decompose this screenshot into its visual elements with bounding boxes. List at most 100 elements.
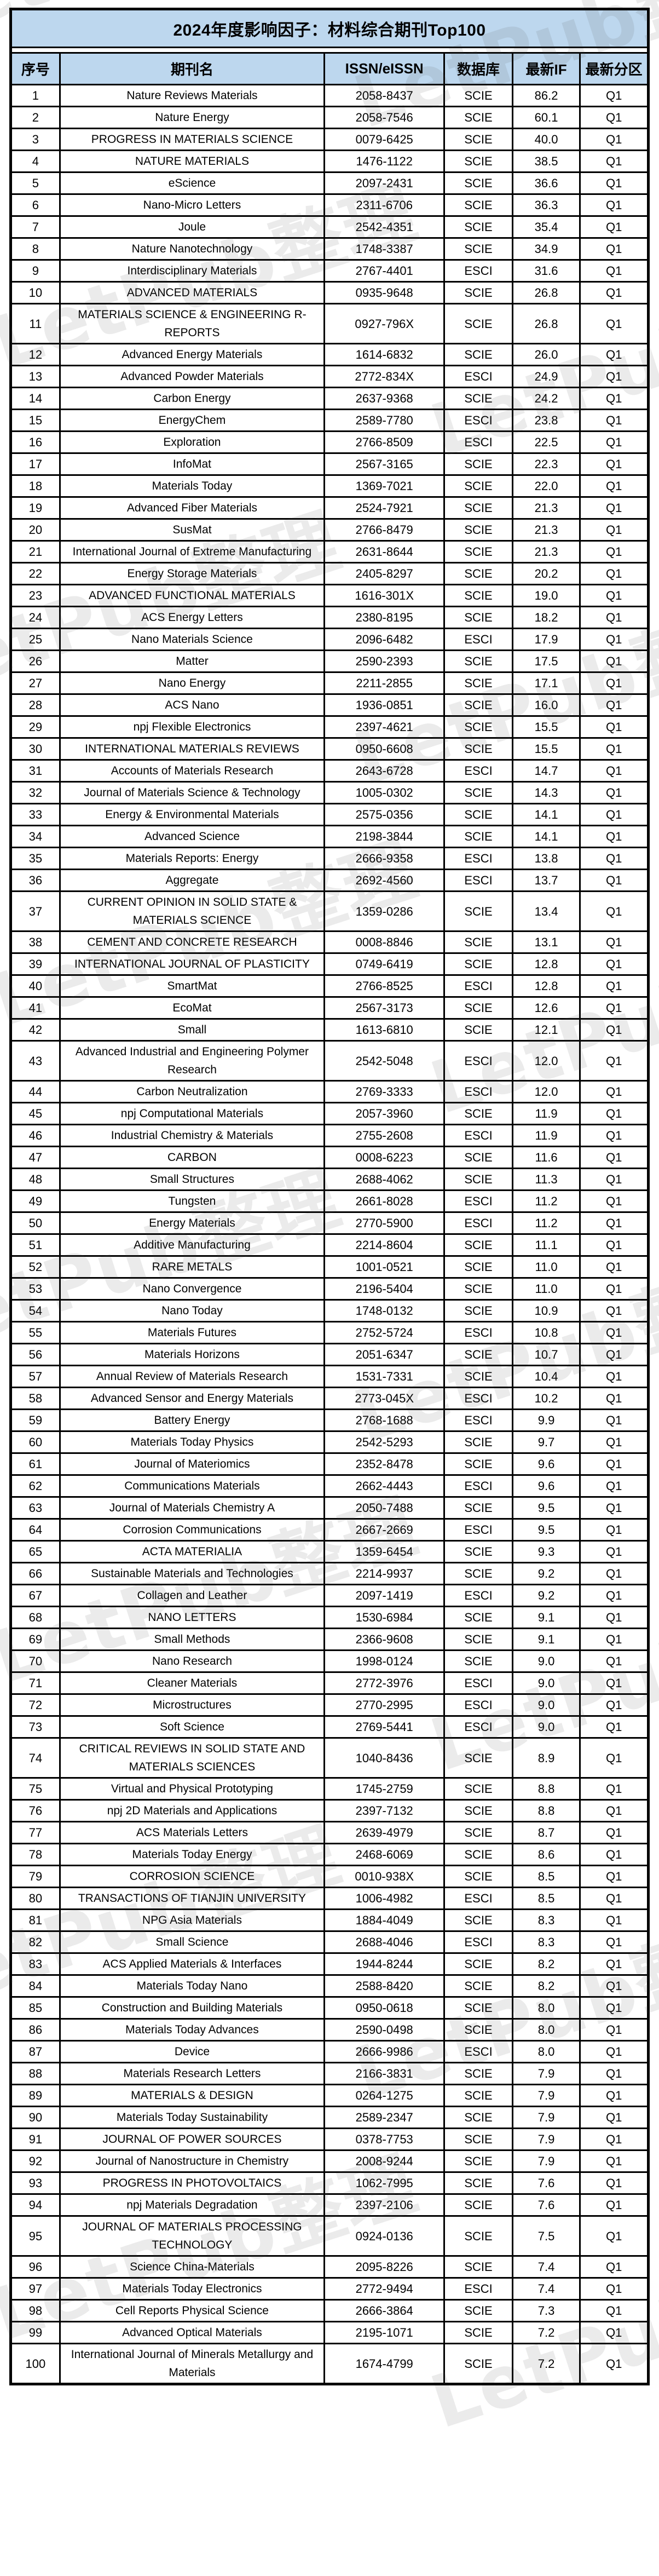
table-row: 19 Advanced Fiber Materials 2524-7921 SCIE 2…: [10, 496, 649, 520]
cell-rank: 32: [10, 781, 61, 804]
cell-rank: 84: [10, 1974, 61, 1998]
cell-quartile: Q1: [579, 606, 649, 629]
cell-journal-name: Aggregate: [59, 869, 326, 892]
cell-journal-name: CARBON: [59, 1146, 326, 1169]
cell-quartile: Q1: [579, 1974, 649, 1998]
cell-issn: 0010-938X: [323, 1865, 446, 1888]
cell-database: SCIE: [443, 693, 513, 717]
table-row: 29 npj Flexible Electronics 2397-4621 SCIE 1…: [10, 715, 649, 739]
cell-journal-name: Industrial Chemistry & Materials: [59, 1124, 326, 1147]
cell-issn: 2366-9608: [323, 1628, 446, 1651]
cell-quartile: Q1: [579, 952, 649, 976]
cell-rank: 95: [10, 2215, 61, 2257]
cell-database: SCIE: [443, 1496, 513, 1520]
table-row: 16 Exploration 2766-8509 ESCI 22.5 Q1: [10, 430, 649, 454]
cell-database: SCIE: [443, 343, 513, 366]
cell-impact-factor: 8.9: [511, 1737, 581, 1779]
cell-rank: 7: [10, 215, 61, 239]
cell-issn: 1062-7995: [323, 2171, 446, 2195]
cell-quartile: Q1: [579, 1496, 649, 1520]
cell-database: ESCI: [443, 759, 513, 783]
cell-rank: 86: [10, 2018, 61, 2042]
cell-journal-name: Construction and Building Materials: [59, 1996, 326, 2020]
table-row: 62 Communications Materials 2662-4443 ESCI 9…: [10, 1474, 649, 1498]
cell-quartile: Q1: [579, 1628, 649, 1651]
cell-quartile: Q1: [579, 1387, 649, 1410]
cell-issn: 1884-4049: [323, 1908, 446, 1932]
cell-journal-name: Nano-Micro Letters: [59, 193, 326, 217]
cell-rank: 98: [10, 2299, 61, 2322]
cell-journal-name: NATURE MATERIALS: [59, 150, 326, 173]
cell-rank: 25: [10, 628, 61, 651]
cell-database: ESCI: [443, 1124, 513, 1147]
cell-rank: 67: [10, 1584, 61, 1607]
cell-rank: 92: [10, 2149, 61, 2173]
cell-impact-factor: 9.9: [511, 1408, 581, 1432]
page-title: 2024年度影响因子：材料综合期刊Top100: [10, 8, 649, 48]
table-row: 49 Tungsten 2661-8028 ESCI 11.2 Q1: [10, 1189, 649, 1213]
table-row: 22 Energy Storage Materials 2405-8297 SCIE 2…: [10, 562, 649, 585]
table-row: 51 Additive Manufacturing 2214-8604 SCIE 11.…: [10, 1233, 649, 1257]
cell-quartile: Q1: [579, 2193, 649, 2217]
cell-database: SCIE: [443, 1952, 513, 1976]
cell-quartile: Q1: [579, 474, 649, 498]
table-row: 89 MATERIALS & DESIGN 0264-1275 SCIE 7.9 Q1: [10, 2084, 649, 2107]
cell-database: SCIE: [443, 171, 513, 195]
cell-journal-name: Tungsten: [59, 1189, 326, 1213]
cell-rank: 14: [10, 387, 61, 410]
cell-journal-name: Device: [59, 2040, 326, 2063]
cell-database: SCIE: [443, 1737, 513, 1779]
cell-database: SCIE: [443, 737, 513, 761]
table-row: 34 Advanced Science 2198-3844 SCIE 14.1 Q1: [10, 825, 649, 848]
cell-quartile: Q1: [579, 2321, 649, 2344]
cell-database: SCIE: [443, 1018, 513, 1042]
cell-quartile: Q1: [579, 649, 649, 673]
cell-quartile: Q1: [579, 1018, 649, 1042]
table-row: 66 Sustainable Materials and Technologies…: [10, 1562, 649, 1585]
cell-quartile: Q1: [579, 1277, 649, 1301]
cell-rank: 27: [10, 671, 61, 695]
cell-quartile: Q1: [579, 1865, 649, 1888]
cell-rank: 41: [10, 996, 61, 1020]
cell-quartile: Q1: [579, 2128, 649, 2151]
cell-journal-name: Materials Today Sustainability: [59, 2106, 326, 2129]
cell-rank: 85: [10, 1996, 61, 2020]
cell-journal-name: ADVANCED FUNCTIONAL MATERIALS: [59, 584, 326, 607]
cell-issn: 1674-4799: [323, 2343, 446, 2385]
title-row: 2024年度影响因子：材料综合期刊Top100: [10, 8, 649, 48]
cell-impact-factor: 7.9: [511, 2084, 581, 2107]
cell-database: SCIE: [443, 150, 513, 173]
cell-impact-factor: 9.0: [511, 1693, 581, 1717]
cell-quartile: Q1: [579, 1693, 649, 1717]
table-row: 5 eScience 2097-2431 SCIE 36.6 Q1: [10, 171, 649, 195]
cell-rank: 12: [10, 343, 61, 366]
cell-quartile: Q1: [579, 1777, 649, 1801]
table-row: 48 Small Structures 2688-4062 SCIE 11.3 Q1: [10, 1168, 649, 1191]
table-row: 55 Materials Futures 2752-5724 ESCI 10.8 Q1: [10, 1321, 649, 1344]
cell-journal-name: MATERIALS SCIENCE & ENGINEERING R-REPORT…: [59, 303, 326, 344]
table-row: 32 Journal of Materials Science & Technol…: [10, 781, 649, 804]
cell-journal-name: TRANSACTIONS OF TIANJIN UNIVERSITY: [59, 1887, 326, 1910]
table-row: 17 InfoMat 2567-3165 SCIE 22.3 Q1: [10, 452, 649, 476]
cell-issn: 2666-3864: [323, 2299, 446, 2322]
cell-issn: 2755-2608: [323, 1124, 446, 1147]
cell-impact-factor: 11.0: [511, 1255, 581, 1279]
cell-issn: 0079-6425: [323, 128, 446, 151]
cell-database: SCIE: [443, 1343, 513, 1366]
cell-impact-factor: 8.3: [511, 1930, 581, 1954]
cell-rank: 100: [10, 2343, 61, 2385]
column-header-quartile: 最新分区: [579, 52, 649, 85]
table-row: 21 International Journal of Extreme Manuf…: [10, 540, 649, 564]
cell-database: SCIE: [443, 1843, 513, 1866]
cell-issn: 2380-8195: [323, 606, 446, 629]
cell-impact-factor: 8.6: [511, 1843, 581, 1866]
cell-journal-name: SusMat: [59, 518, 326, 542]
cell-quartile: Q1: [579, 1299, 649, 1323]
cell-issn: 0008-8846: [323, 930, 446, 954]
cell-journal-name: npj Materials Degradation: [59, 2193, 326, 2217]
cell-journal-name: Materials Horizons: [59, 1343, 326, 1366]
table-row: 76 npj 2D Materials and Applications 2397-…: [10, 1799, 649, 1822]
cell-impact-factor: 7.6: [511, 2193, 581, 2217]
cell-issn: 2589-7780: [323, 409, 446, 432]
table-row: 37 CURRENT OPINION IN SOLID STATE & MATER…: [10, 890, 649, 932]
